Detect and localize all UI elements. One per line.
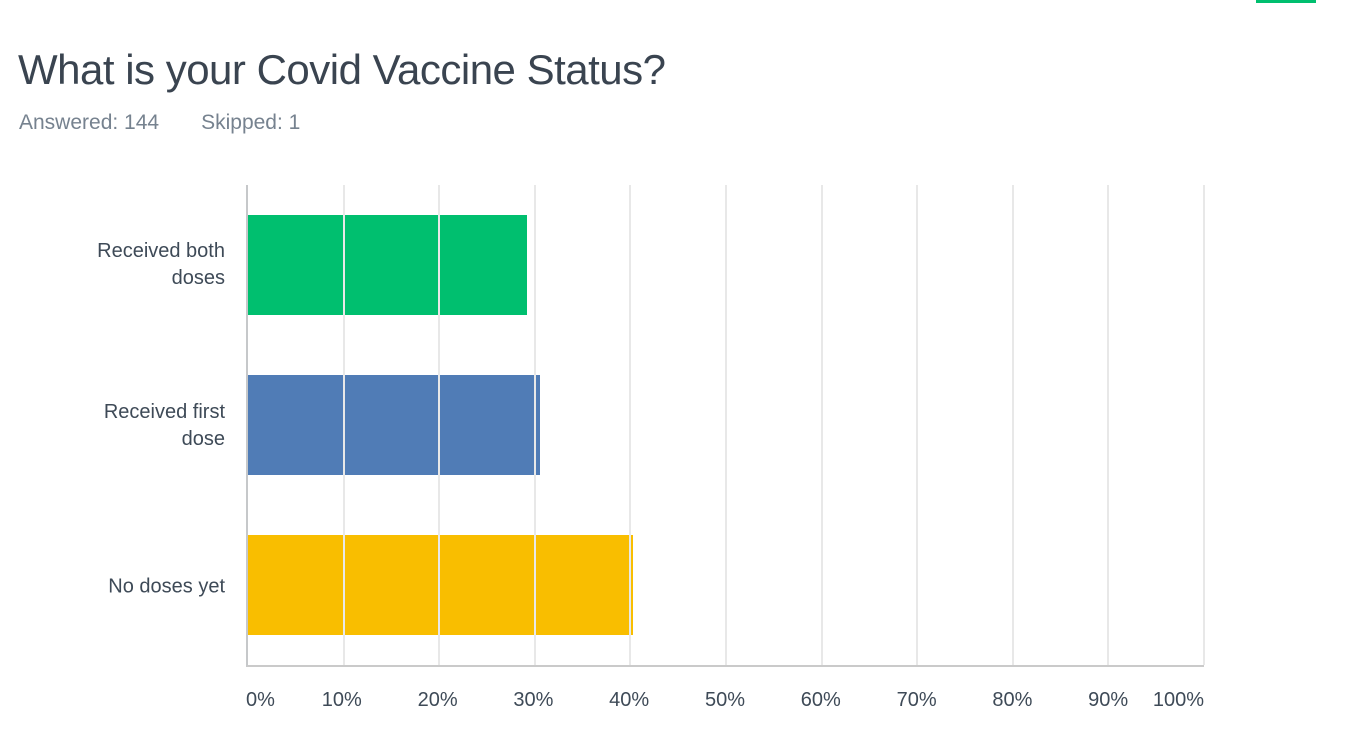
bar-row: [248, 185, 1204, 345]
x-tick-label-70%: 70%: [896, 689, 937, 711]
top-right-accent-bar: [1256, 0, 1316, 3]
gridline-50%: [725, 185, 727, 665]
gridline-20%: [438, 185, 441, 665]
bar-chart: Received both doses Received first dose No…: [0, 185, 1362, 725]
gridline-80%: [1011, 185, 1014, 665]
x-tick-label-90%: 90%: [1088, 689, 1129, 711]
plot-area: [246, 185, 1205, 667]
x-tick-label-80%: 80%: [992, 689, 1033, 711]
gridline-100%: [1203, 185, 1205, 665]
x-tick-label-0%: 0%: [246, 689, 275, 711]
x-tick-label-40%: 40%: [609, 689, 650, 711]
gridline-10%: [342, 185, 345, 665]
gridline-30%: [533, 185, 536, 665]
category-label-no-doses-yet: No doses yet: [108, 575, 225, 598]
category-label-received-both-doses: Received both doses: [97, 240, 225, 290]
gridline-40%: [629, 185, 632, 665]
gridline-70%: [916, 185, 919, 665]
question-title: What is your Covid Vaccine Status?: [18, 46, 666, 94]
x-tick-label-60%: 60%: [800, 689, 841, 711]
x-tick-label-50%: 50%: [704, 689, 746, 711]
gridline-90%: [1107, 185, 1110, 665]
x-tick-label-20%: 20%: [417, 689, 458, 711]
percent-axis: 0% 10% 20% 30% 40% 50% 60% 70% 80% 90% 100%: [246, 667, 1204, 712]
category-axis: Received both doses Received first dose No…: [0, 185, 225, 667]
x-tick-label-10%: 10%: [321, 689, 362, 711]
bar-row: [248, 345, 1204, 505]
answered-count: Answered: 144: [19, 111, 160, 134]
bar-received-both-doses[interactable]: [248, 215, 527, 315]
bar-no-doses-yet[interactable]: [248, 535, 634, 635]
bar-row: [248, 505, 1204, 665]
x-tick-label-30%: 30%: [513, 689, 554, 711]
bar-received-first-dose[interactable]: [248, 375, 541, 475]
category-label-received-first-dose: Received first dose: [103, 401, 225, 450]
gridline-60%: [820, 185, 823, 665]
skipped-count: Skipped: 1: [201, 111, 301, 134]
response-stats: Answered: 144 Skipped: 1: [19, 111, 300, 135]
bar-rows: [248, 185, 1204, 665]
x-tick-label-100%: 100%: [1152, 689, 1204, 711]
